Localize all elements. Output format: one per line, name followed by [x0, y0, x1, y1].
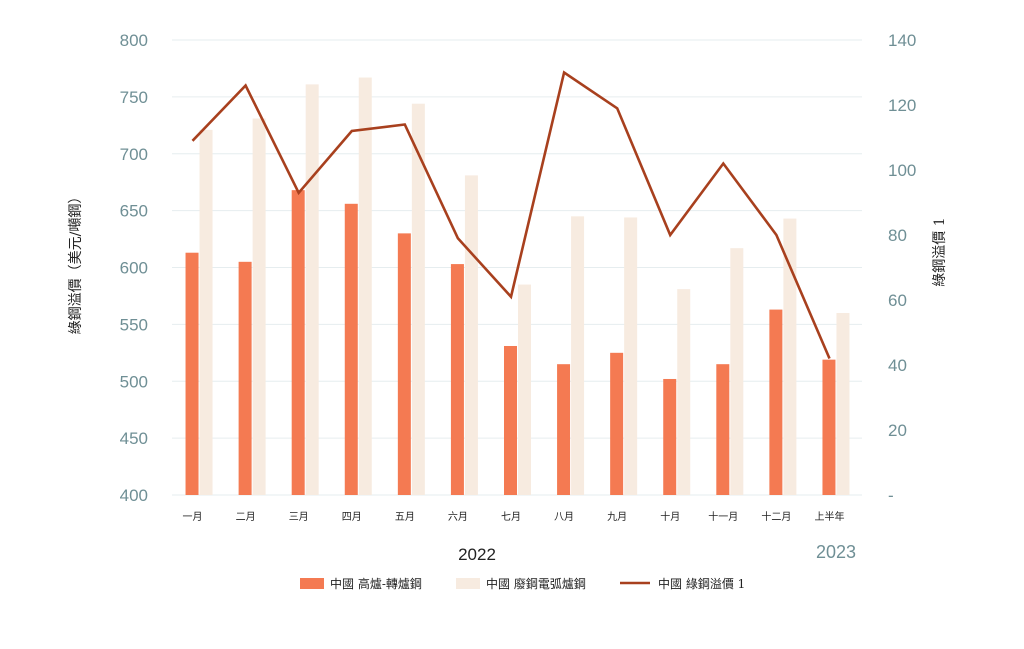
legend-label: 中國 綠鋼溢價 1: [658, 576, 745, 591]
bar-bf-bof: [185, 252, 199, 495]
bar-bf-bof: [716, 364, 730, 495]
y-tick-label-right: -: [888, 486, 894, 505]
y-tick-label-left: 600: [120, 259, 148, 278]
x-tick-label: 二月: [236, 511, 256, 523]
bar-scrap-eaf: [730, 248, 744, 495]
bar-scrap-eaf: [783, 218, 797, 495]
y-axis-title-left: 綠鋼溢價（美元/噸鋼）: [67, 190, 84, 335]
x-tick-label: 八月: [554, 511, 574, 523]
bar-bf-bof: [291, 190, 305, 495]
y-tick-label-left: 750: [120, 88, 148, 107]
line-green-premium: [191, 70, 831, 360]
x-tick-label: 七月: [501, 511, 521, 523]
x-tick-label: 三月: [289, 511, 309, 523]
y-tick-label-left: 500: [120, 372, 148, 391]
x-tick-label: 五月: [395, 511, 415, 523]
y-tick-label-left: 550: [120, 315, 148, 334]
x-tick-label: 四月: [342, 511, 362, 523]
x-tick-label: 十二月: [761, 510, 791, 523]
y-tick-label-right: 140: [888, 31, 916, 50]
bar-scrap-eaf: [836, 313, 850, 495]
bar-bf-bof: [450, 264, 464, 495]
bar-bf-bof: [663, 378, 677, 495]
y-tick-label-right: 40: [888, 356, 907, 375]
bar-bf-bof: [238, 261, 252, 495]
bar-scrap-eaf: [252, 118, 266, 496]
bar-scrap-eaf: [411, 103, 425, 495]
axes: 400 450 500 550 600 650 700 750 800 - 20 40 60 80 100 1…: [67, 31, 948, 564]
legend-label: 中國 高爐-轉爐鋼: [330, 576, 422, 591]
legend-swatch-bf-bof: [300, 578, 324, 589]
x-tick-label: 一月: [183, 511, 203, 523]
bar-scrap-eaf: [464, 175, 478, 496]
y-tick-label-left: 700: [120, 145, 148, 164]
bars: [185, 77, 850, 496]
x-tick-label: 上半年: [814, 510, 844, 523]
bar-bf-bof: [504, 345, 517, 495]
x-group-label: 2023: [816, 542, 856, 562]
y-tick-label-right: 100: [888, 161, 916, 180]
bar-bf-bof: [822, 359, 836, 495]
x-group-label: 2022: [458, 545, 496, 564]
legend-swatch-scrap-eaf: [456, 578, 480, 589]
y-tick-label-right: 120: [888, 96, 916, 115]
y-tick-label-right: 80: [888, 226, 907, 245]
bar-bf-bof: [344, 203, 358, 496]
y-tick-label-right: 20: [888, 421, 907, 440]
y-tick-label-left: 800: [120, 31, 148, 50]
bar-scrap-eaf: [358, 77, 372, 495]
bar-scrap-eaf: [624, 217, 638, 495]
legend-label: 中國 廢鋼電弧爐鋼: [486, 576, 586, 591]
y-tick-label-left: 450: [120, 429, 148, 448]
y-tick-label-right: 60: [888, 291, 907, 310]
y-tick-label-left: 400: [120, 486, 148, 505]
x-tick-label: 十月: [660, 510, 680, 523]
x-tick-label: 六月: [448, 511, 468, 523]
bar-scrap-eaf: [571, 216, 585, 495]
x-tick-label: 九月: [607, 511, 627, 523]
y-tick-label-left: 650: [120, 202, 148, 221]
bar-bf-bof: [557, 364, 571, 495]
y-axis-title-right: 綠鋼溢價 1: [931, 217, 948, 286]
bar-scrap-eaf: [677, 289, 691, 495]
x-tick-label: 十一月: [708, 510, 738, 523]
bar-scrap-eaf: [199, 129, 213, 496]
bar-scrap-eaf: [518, 284, 531, 495]
line-series: [191, 70, 831, 360]
bar-bf-bof: [769, 309, 783, 495]
bar-bf-bof: [610, 352, 624, 495]
bar-bf-bof: [397, 233, 411, 495]
bar-scrap-eaf: [305, 84, 319, 496]
legend: 中國 高爐-轉爐鋼 中國 廢鋼電弧爐鋼 中國 綠鋼溢價 1: [300, 576, 745, 591]
